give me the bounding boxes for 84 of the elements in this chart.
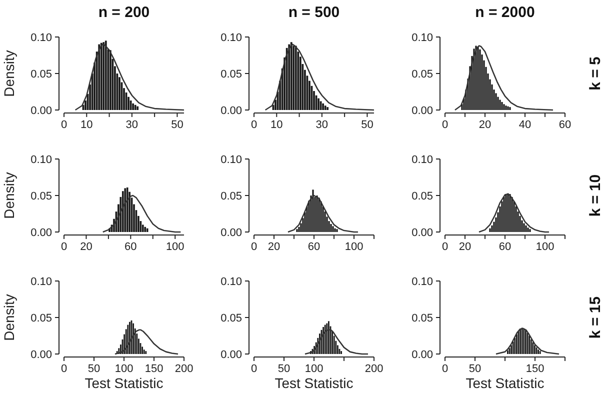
x-tick-label: 0 <box>442 363 448 375</box>
y-tick-label: 0.00 <box>412 348 433 361</box>
x-tick-label: 50 <box>361 119 374 131</box>
y-tick-label: 0.05 <box>412 68 433 80</box>
x-tick-label: 10 <box>270 119 283 131</box>
y-tick-label: 0.10 <box>412 32 433 44</box>
y-tick-label: 0.00 <box>412 226 433 239</box>
line-series <box>74 44 185 111</box>
y-tick-label: 0.00 <box>30 348 52 361</box>
chart-title: n = 200 <box>98 4 150 21</box>
x-tick-label: 60 <box>558 119 572 131</box>
y-tick-label: 0.00 <box>220 226 242 239</box>
line-series <box>495 328 560 355</box>
y-tick-label: 0.10 <box>30 32 52 44</box>
x-tick-label: 30 <box>126 119 138 131</box>
y-tick-label: 0.10 <box>412 154 433 166</box>
x-axis-title: Test Statistic <box>274 375 354 391</box>
x-tick-label: 150 <box>144 363 164 375</box>
y-tick-label: 0.00 <box>30 226 52 239</box>
x-tick-label: 200 <box>174 363 194 375</box>
x-tick-label: 50 <box>468 363 482 375</box>
chart-title: n = 2000 <box>475 4 535 21</box>
y2-axis-title: k = 15 <box>587 296 604 339</box>
y-tick-label: 0.00 <box>220 104 242 117</box>
x-tick-label: 40 <box>518 119 532 131</box>
y-tick-label: 0.10 <box>30 154 52 166</box>
x-axis-title: Test Statistic <box>466 375 544 391</box>
x-tick-label: 100 <box>304 363 324 375</box>
y2-axis-title: k = 5 <box>587 56 604 90</box>
x-tick-label: 100 <box>344 241 364 253</box>
x-tick-label: 200 <box>364 363 384 375</box>
line-series <box>287 194 359 233</box>
y-tick-label: 0.05 <box>412 312 433 324</box>
y-tick-label: 0.05 <box>30 312 52 324</box>
x-tick-label: 0 <box>442 119 448 131</box>
y-tick-label: 0.05 <box>220 312 242 324</box>
x-tick-label: 20 <box>268 241 280 253</box>
x-tick-label: 20 <box>80 241 92 253</box>
chart-title: n = 500 <box>288 4 340 21</box>
x-tick-label: 0 <box>250 363 258 375</box>
y-axis-title: Density <box>1 294 17 341</box>
x-tick-label: 30 <box>316 119 328 131</box>
y-tick-label: 0.00 <box>412 104 433 117</box>
x-tick-label: 0 <box>60 363 68 375</box>
y2-axis-title: k = 10 <box>587 174 604 217</box>
y-axis-title: Density <box>1 50 17 97</box>
line-series <box>114 329 179 355</box>
y-tick-label: 0.05 <box>30 190 52 202</box>
y-axis-title: Density <box>1 172 17 219</box>
x-tick-label: 20 <box>478 119 492 131</box>
y-tick-label: 0.05 <box>30 68 52 80</box>
x-tick-label: 50 <box>278 363 290 375</box>
y-tick-label: 0.10 <box>220 32 242 44</box>
x-tick-label: 0 <box>250 241 258 253</box>
y-tick-label: 0.05 <box>220 68 242 80</box>
y-tick-label: 0.10 <box>220 276 242 288</box>
x-tick-label: 100 <box>536 241 554 253</box>
y-tick-label: 0.05 <box>412 190 433 202</box>
x-tick-label: 100 <box>166 241 184 253</box>
x-tick-label: 50 <box>171 119 184 131</box>
x-tick-label: 50 <box>88 363 100 375</box>
x-tick-label: 10 <box>80 119 93 131</box>
x-tick-label: 60 <box>124 241 137 253</box>
line-series <box>102 194 182 233</box>
x-tick-label: 0 <box>60 241 68 253</box>
x-tick-label: 100 <box>114 363 134 375</box>
y-tick-label: 0.10 <box>220 154 242 166</box>
y-tick-label: 0.00 <box>220 348 242 361</box>
line-series <box>478 193 550 233</box>
x-tick-label: 0 <box>60 119 68 131</box>
x-tick-label: 0 <box>250 119 258 131</box>
y-tick-label: 0.10 <box>412 276 433 288</box>
line-series <box>304 329 369 355</box>
x-tick-label: 20 <box>458 241 472 253</box>
y-tick-label: 0.10 <box>30 276 52 288</box>
line-series <box>264 44 375 111</box>
x-tick-label: 60 <box>308 241 320 253</box>
x-tick-label: 0 <box>442 241 448 253</box>
line-series <box>454 45 554 111</box>
x-tick-label: 150 <box>526 363 544 375</box>
y-tick-label: 0.00 <box>30 104 52 117</box>
x-tick-label: 60 <box>498 241 512 253</box>
x-axis-title: Test Statistic <box>84 375 164 391</box>
y-tick-label: 0.05 <box>220 190 242 202</box>
